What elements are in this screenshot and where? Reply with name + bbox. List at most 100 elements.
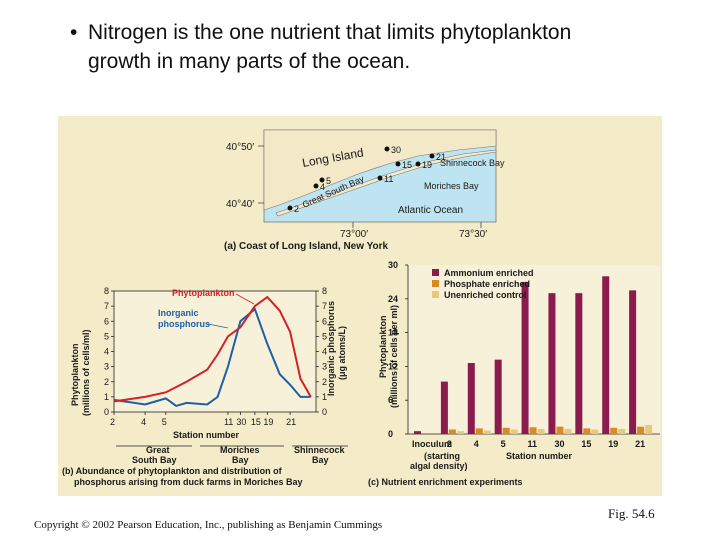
station-label: 30 (391, 145, 401, 155)
x-tick-label: 19 (263, 417, 273, 427)
bullet-line-2: growth in many parts of the ocean. (88, 50, 411, 73)
bar-category-label: 30 (554, 439, 564, 449)
shinnecock-bay-label: Shinnecock Bay (440, 158, 505, 168)
y-tick-label-left: 3 (104, 362, 109, 372)
bar-phosphate-enriched (448, 429, 456, 434)
bar-category-label: 21 (635, 439, 645, 449)
long-island-land (263, 129, 497, 211)
barrier-island (275, 149, 497, 217)
right-y-axis-title: Inorganic phosphorus (μg atoms/L) (326, 301, 347, 396)
right-y-axis-title-line1: Inorganic phosphorus (326, 301, 336, 396)
bar-phosphate-enriched (610, 427, 618, 434)
y-tick-label-right: 0 (322, 407, 327, 417)
series-line-phosphorus (113, 307, 311, 408)
left-y-axis-title: Phytoplankton (millions of cells/ml) (70, 329, 91, 416)
region-label-great-line1: Great (146, 445, 170, 455)
bar-phosphate-enriched (475, 428, 483, 434)
series-label-phytoplankton: Phytoplankton (172, 288, 235, 298)
y-tick-label-left: 8 (104, 286, 109, 296)
bar-phosphate-enriched (556, 426, 564, 434)
y-tick-label-right: 7 (322, 301, 327, 311)
y-tick-label-left: 7 (104, 301, 109, 311)
station-label: 2 (294, 204, 299, 214)
y-tick-label-left: 2 (104, 377, 109, 387)
bullet-line-1: Nitrogen is the one nutrient that limits… (88, 21, 572, 44)
line-x-axis-label: Station number (173, 430, 239, 440)
y-tick-label-left: 0 (104, 407, 109, 417)
y-tick-label-right: 1 (322, 392, 327, 402)
bullet-marker: • (70, 21, 78, 44)
bar-y-tick-label: 30 (388, 260, 398, 270)
figure-panel: 40°50′ 40°40′ 73°00′ 73°30′ Long Island … (58, 116, 662, 496)
moriches-bay-label: Moriches Bay (424, 181, 479, 191)
x-tick-label: 21 (286, 417, 296, 427)
legend-label-ammonium: Ammonium enriched (444, 268, 534, 278)
station-label: 5 (326, 176, 331, 186)
line-left-axis-ticks: 0 1 2 3 4 5 6 7 8 (104, 286, 114, 417)
y-tick-label-right: 4 (322, 347, 327, 357)
station-dot (377, 175, 383, 181)
bar-unenriched-control (456, 431, 464, 434)
lat-label-bottom: 40°40′ (226, 199, 254, 210)
bar-ammonium-enriched (602, 276, 610, 434)
bar-y-tick-label: 6 (388, 395, 393, 405)
bar-y-axis-title-line1: Phytoplankton (378, 316, 388, 379)
right-y-axis-title-line2: (μg atoms/L) (337, 326, 347, 380)
y-tick-label-left: 6 (104, 316, 109, 326)
legend-swatch-unenriched (432, 291, 439, 298)
copyright-notice: Copyright © 2002 Pearson Education, Inc.… (34, 519, 383, 531)
bar-phosphate-enriched (583, 428, 591, 434)
region-label-shinnecock-line1: Shinnecock (294, 445, 346, 455)
bar-category-label: 15 (581, 439, 591, 449)
line-chart: 0 1 2 3 4 5 6 7 8 0 1 2 3 4 5 6 7 8 2 4 5 11 30 15 19 21 Phytop… (62, 286, 348, 487)
series-label-phosphorus-1: Inorganic (158, 308, 199, 318)
bar-category-label: 4 (474, 439, 479, 449)
bar-unenriched-control (591, 429, 599, 434)
station-dot (429, 153, 435, 159)
bar-y-tick-label: 24 (388, 294, 398, 304)
bar-chart-caption: (c) Nutrient enrichment experiments (368, 477, 523, 487)
left-y-axis-title-line1: Phytoplankton (70, 344, 80, 407)
legend-swatch-ammonium (432, 269, 439, 276)
region-label-moriches-line2: Bay (232, 455, 249, 465)
lon-label-right: 73°30′ (459, 229, 487, 240)
bar-category-label: 19 (608, 439, 618, 449)
bar-phosphate-enriched (637, 426, 645, 434)
series-line-phytoplankton (113, 295, 312, 403)
bar-phosphate-enriched (502, 427, 510, 434)
legend-label-phosphate: Phosphate enriched (444, 279, 530, 289)
x-tick-label: 30 (236, 417, 246, 427)
y-tick-label-right: 6 (322, 316, 327, 326)
bar-ammonium-enriched (414, 431, 421, 434)
bar-unenriched-control (645, 424, 653, 434)
bar-y-tick-label: 0 (388, 429, 393, 439)
station-dot (313, 183, 319, 189)
station-dot (384, 146, 390, 152)
y-tick-label-left: 4 (104, 347, 109, 357)
bar-ammonium-enriched (467, 363, 475, 434)
station-dot (415, 161, 421, 167)
bar-phosphate-enriched (529, 427, 537, 434)
y-tick-label-right: 2 (322, 377, 327, 387)
station-label: 15 (402, 160, 412, 170)
bar-unenriched-control (483, 430, 491, 434)
bar-category-label: 5 (501, 439, 506, 449)
bar-y-axis-ticks: 0 6 12 18 24 30 (388, 260, 408, 439)
bar-category-label: 11 (528, 439, 538, 449)
station-label: 21 (436, 152, 446, 162)
phosphorus-leader (207, 323, 229, 329)
bar-x-axis-label: Station number (506, 451, 572, 461)
y-tick-label-right: 3 (322, 362, 327, 372)
bar-unenriched-control (618, 428, 626, 434)
legend-label-unenriched: Unenriched control (444, 290, 527, 300)
bar-category-note-line2: algal density) (410, 461, 468, 471)
line-chart-caption-line1: (b) Abundance of phytoplankton and distr… (62, 466, 283, 476)
x-tick-label: 2 (110, 417, 115, 427)
y-tick-label-left: 1 (104, 392, 109, 402)
station-label: 11 (384, 174, 393, 184)
figure-number: Fig. 54.6 (608, 506, 655, 521)
series-label-phosphorus-2: phosphorus (158, 319, 210, 329)
bar-category-label: Inoculum (412, 439, 452, 449)
